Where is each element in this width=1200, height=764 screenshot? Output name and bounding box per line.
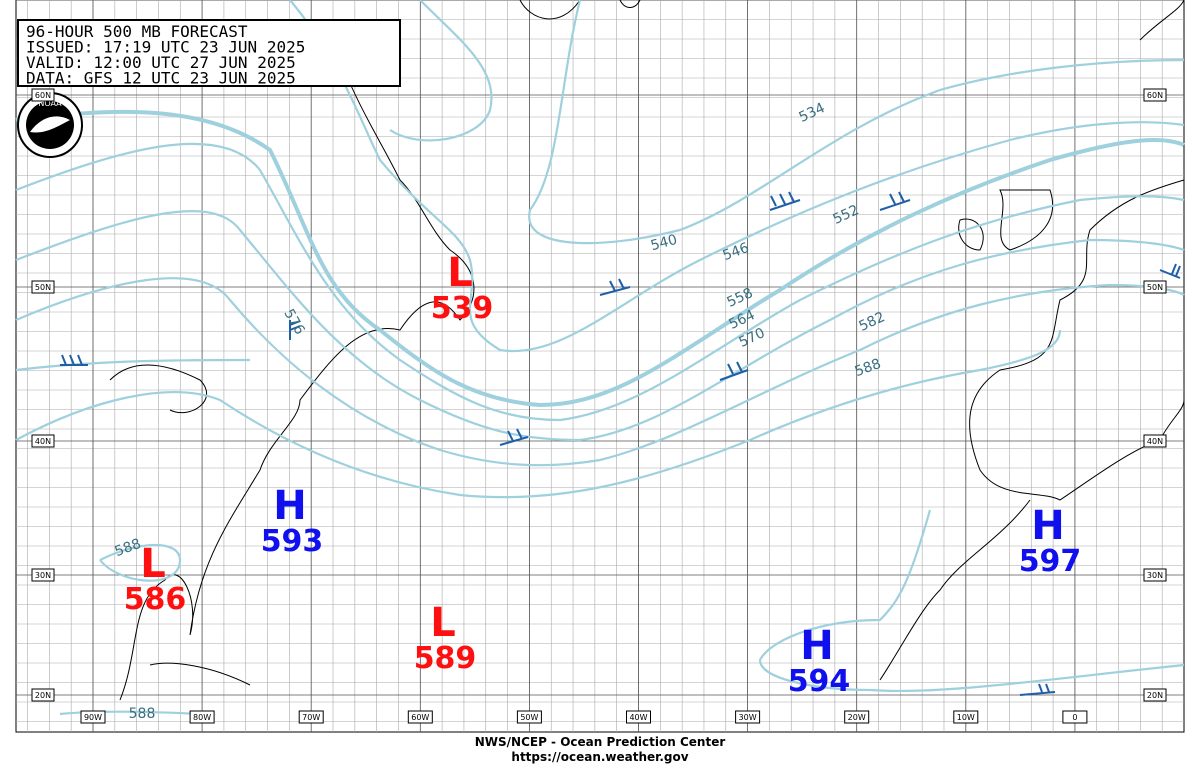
longitude-label: 30W: [739, 713, 757, 722]
longitude-label: 0: [1072, 713, 1077, 722]
wind-barbs: [60, 191, 1181, 696]
pressure-center-symbol: L: [447, 250, 473, 296]
header-line: ISSUED: 17:19 UTC 23 JUN 2025: [26, 38, 305, 57]
footer-line: NWS/NCEP - Ocean Prediction Center: [475, 735, 726, 749]
latitude-label: 20N: [1147, 691, 1163, 700]
header-line: DATA: GFS 12 UTC 23 JUN 2025: [26, 69, 296, 88]
pressure-center-symbol: L: [140, 541, 166, 587]
longitude-label-box: [80, 710, 106, 724]
latitude-label-box: [31, 568, 55, 582]
header-line: 96-HOUR 500 MB FORECAST: [26, 22, 248, 41]
contour-label: 540: [649, 232, 679, 254]
latitude-label-box: [1143, 280, 1167, 294]
longitude-label: 90W: [84, 713, 102, 722]
longitude-label-box: [844, 710, 870, 724]
latitude-label-box: [1143, 434, 1167, 448]
longitude-label-box: [407, 710, 433, 724]
grid: [16, 0, 1184, 732]
longitude-label: 10W: [957, 713, 975, 722]
longitude-label: 20W: [848, 713, 866, 722]
pressure-center-symbol: L: [430, 600, 456, 646]
longitude-label: 70W: [302, 713, 320, 722]
latitude-label: 40N: [35, 437, 51, 446]
latitude-label: 60N: [1147, 91, 1163, 100]
longitude-label-box: [189, 710, 215, 724]
latitude-label-box: [31, 688, 55, 702]
latitude-label: 40N: [1147, 437, 1163, 446]
latitude-label-box: [31, 88, 55, 102]
longitude-label-box: [1062, 710, 1088, 724]
footer-line: https://ocean.weather.gov: [511, 750, 688, 764]
logo-text: NOAA: [38, 99, 62, 108]
latitude-label-box: [1143, 568, 1167, 582]
pressure-center-value: 539: [431, 291, 494, 326]
longitude-label-box: [298, 710, 324, 724]
pressure-center-value: 593: [261, 524, 324, 559]
pressure-center-value: 597: [1019, 544, 1082, 579]
longitude-label-box: [953, 710, 979, 724]
longitude-label: 80W: [193, 713, 211, 722]
pressure-center-symbol: H: [1031, 503, 1064, 549]
latitude-label-box: [31, 434, 55, 448]
longitude-label-box: [626, 710, 651, 724]
pressure-center-symbol: H: [800, 623, 833, 669]
latitude-label: 30N: [35, 571, 51, 580]
latitude-label: 50N: [1147, 283, 1163, 292]
latitude-label: 50N: [35, 283, 51, 292]
longitude-label-box: [735, 710, 761, 724]
longitude-label: 60W: [411, 713, 429, 722]
latitude-label-box: [1143, 688, 1167, 702]
latitude-label-box: [1143, 88, 1167, 102]
pressure-center-symbol: H: [273, 483, 306, 529]
header-box: [17, 19, 401, 87]
longitude-label: 50W: [520, 713, 538, 722]
longitude-label-box: [516, 710, 542, 724]
contours: [15, 0, 1185, 716]
latitude-label-box: [31, 280, 55, 294]
latitude-label: 30N: [1147, 571, 1163, 580]
contour-label: 588: [129, 706, 156, 722]
longitude-label: 40W: [629, 713, 647, 722]
pressure-center-value: 589: [414, 641, 477, 676]
map-frame: [15, 0, 1185, 733]
pressure-center-value: 586: [124, 582, 187, 617]
noaa-logo: NOAA: [17, 92, 83, 158]
pressure-center-value: 594: [788, 664, 851, 699]
latitude-label: 60N: [35, 91, 51, 100]
latitude-label: 20N: [35, 691, 51, 700]
header-line: VALID: 12:00 UTC 27 JUN 2025: [26, 53, 296, 72]
